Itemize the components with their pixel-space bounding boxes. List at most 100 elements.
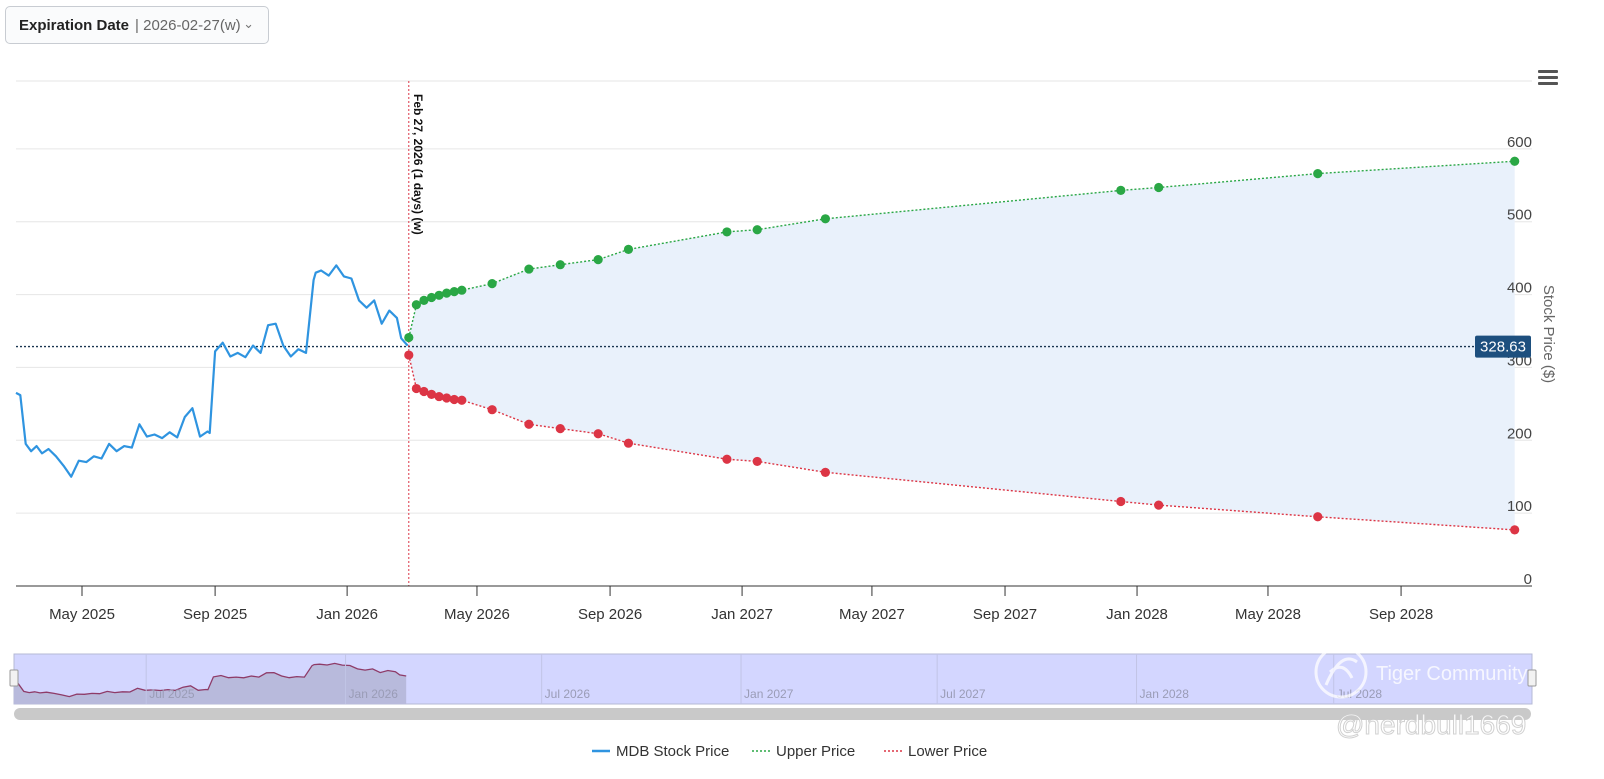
navigator-label: Jan 2028 xyxy=(1140,687,1190,701)
upper-price-point xyxy=(411,300,421,310)
legend-item: MDB Stock Price xyxy=(592,743,729,760)
chevron-down-icon: ⌄ xyxy=(243,16,254,31)
current-price-tag-bg xyxy=(1475,335,1531,358)
lower-price-point xyxy=(555,424,565,434)
current-price-value: 328.63 xyxy=(1480,339,1526,356)
x-tick-label: Sep 2028 xyxy=(1369,606,1433,623)
upper-price-point xyxy=(555,260,565,270)
lower-price-point xyxy=(434,391,444,402)
lower-price-point xyxy=(404,350,414,360)
upper-price-point xyxy=(449,287,459,297)
x-axis: May 2025 Sep 2025 Jan 2026 May 2026 Sep 2026… xyxy=(16,585,1532,623)
x-tick-label: Jan 2028 xyxy=(1106,606,1168,623)
expiration-date-dropdown[interactable]: Expiration Date | 2026-02-27(w) ⌄ xyxy=(5,6,269,44)
y-tick-label: 500 xyxy=(1507,207,1532,224)
logo-ring xyxy=(1314,645,1368,699)
lower-price-point xyxy=(593,429,603,439)
x-tick-label: Jan 2026 xyxy=(316,606,378,623)
series-line-upper-price xyxy=(408,160,1515,338)
menu-bar xyxy=(1538,76,1558,79)
lower-price-point xyxy=(487,405,497,415)
series-line-lower-price xyxy=(408,354,1515,531)
navigator-scrollbar[interactable] xyxy=(14,708,1531,720)
navigator-area xyxy=(14,663,407,704)
y-tick-label: 600 xyxy=(1507,134,1532,151)
navigator-label: Jul 2027 xyxy=(940,687,986,701)
price-range-band xyxy=(408,161,1515,530)
legend: MDB Stock Price Upper Price Lower Price xyxy=(592,743,987,760)
x-tick-label: Sep 2027 xyxy=(973,606,1037,623)
expiration-date-value: | 2026-02-27(w) xyxy=(135,16,241,34)
upper-price-point xyxy=(524,264,534,274)
logo-stripe xyxy=(1324,657,1358,686)
lower-price-point xyxy=(426,389,437,399)
y-tick-label: 100 xyxy=(1507,498,1532,515)
x-tick-label: Jan 2027 xyxy=(711,606,773,623)
lower-price-point xyxy=(722,454,732,464)
lower-price-point xyxy=(1116,496,1126,507)
upper-price-point xyxy=(404,332,414,343)
navigator-label: Jan 2027 xyxy=(744,687,794,701)
range-navigator[interactable]: Jul 2025 Jan 2026 Jul 2026 Jan 2027 Jul 2027… xyxy=(9,653,1537,720)
legend-item: Upper Price xyxy=(752,743,855,760)
lower-price-point xyxy=(820,467,830,477)
x-tick-label: May 2025 xyxy=(49,606,115,623)
upper-price-point xyxy=(434,290,444,300)
lower-price-points xyxy=(404,350,1520,535)
watermark-brand: Tiger Community xyxy=(1376,663,1528,685)
upper-price-point xyxy=(820,214,830,224)
lower-price-point xyxy=(457,395,467,405)
hamburger-menu-icon[interactable] xyxy=(1538,70,1558,85)
lower-price-point xyxy=(419,386,429,397)
series-line-mdb-stock-price xyxy=(15,264,409,478)
menu-bar xyxy=(1538,70,1558,73)
navigator-handle[interactable] xyxy=(9,669,19,687)
lower-price-point xyxy=(442,393,452,403)
lower-price-point xyxy=(1313,512,1323,522)
y-axis-title: Stock Price ($) xyxy=(1540,285,1557,383)
x-tick-label: May 2028 xyxy=(1235,606,1301,623)
legend-label: Lower Price xyxy=(908,743,987,760)
x-tick-label: May 2027 xyxy=(839,606,905,623)
legend-item: Lower Price xyxy=(884,743,987,760)
x-tick-label: Sep 2025 xyxy=(183,606,247,623)
upper-price-point xyxy=(1154,182,1164,193)
upper-price-point xyxy=(1116,185,1126,195)
upper-price-point xyxy=(442,288,452,298)
legend-label: Upper Price xyxy=(776,743,855,760)
legend-label: MDB Stock Price xyxy=(616,743,729,760)
navigator-label: Jul 2025 xyxy=(149,687,195,701)
upper-price-point xyxy=(623,244,634,254)
upper-price-point xyxy=(1313,169,1323,179)
lower-price-point xyxy=(524,419,534,429)
y-tick-label: 200 xyxy=(1507,425,1532,442)
expiration-marker-label: Feb 27, 2026 (1 days) (w) xyxy=(411,94,425,235)
lower-price-point xyxy=(1510,525,1520,535)
navigator-handle[interactable] xyxy=(1527,669,1537,687)
current-price-tag: 328.63 xyxy=(1475,335,1531,358)
lower-price-point xyxy=(449,394,459,405)
navigator-series-line xyxy=(13,662,407,698)
upper-price-point xyxy=(722,227,732,237)
upper-price-point xyxy=(419,295,429,305)
upper-price-points xyxy=(404,156,1520,343)
expiration-date-label: Expiration Date xyxy=(19,16,130,34)
x-tick-label: Sep 2026 xyxy=(578,606,642,623)
y-tick-label: 0 xyxy=(1524,571,1532,588)
upper-price-point xyxy=(1510,156,1520,166)
upper-price-point xyxy=(593,255,603,265)
upper-price-point xyxy=(487,279,497,289)
watermark: Tiger Community @nerdbull1669 xyxy=(1314,645,1528,741)
lower-price-point xyxy=(1154,500,1164,510)
upper-price-point xyxy=(752,225,762,235)
navigator-label: Jul 2026 xyxy=(545,687,591,701)
x-tick-label: May 2026 xyxy=(444,606,510,623)
menu-bar xyxy=(1538,82,1558,85)
upper-price-point xyxy=(457,285,467,295)
y-tick-label: 400 xyxy=(1507,280,1532,297)
lower-price-point xyxy=(623,438,634,448)
navigator-label: Jan 2026 xyxy=(349,687,399,701)
watermark-handle: @nerdbull1669 xyxy=(1336,709,1526,740)
upper-price-point xyxy=(426,292,437,303)
